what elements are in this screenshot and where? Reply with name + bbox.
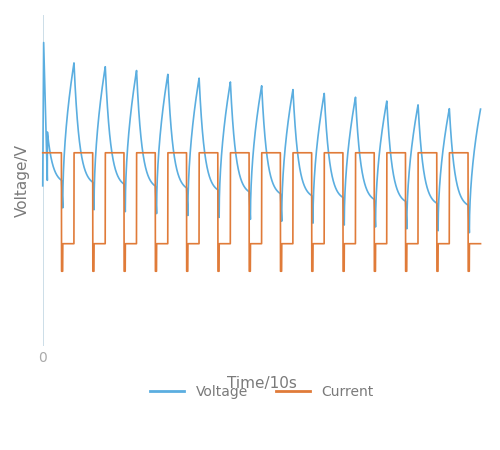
Legend: Voltage, Current: Voltage, Current <box>144 380 379 405</box>
Y-axis label: Voltage/V: Voltage/V <box>15 144 30 217</box>
X-axis label: Time/10s: Time/10s <box>226 376 296 391</box>
